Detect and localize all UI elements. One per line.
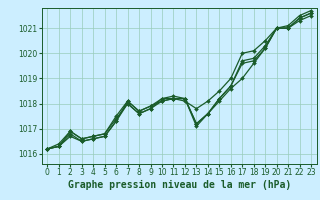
X-axis label: Graphe pression niveau de la mer (hPa): Graphe pression niveau de la mer (hPa) — [68, 180, 291, 190]
